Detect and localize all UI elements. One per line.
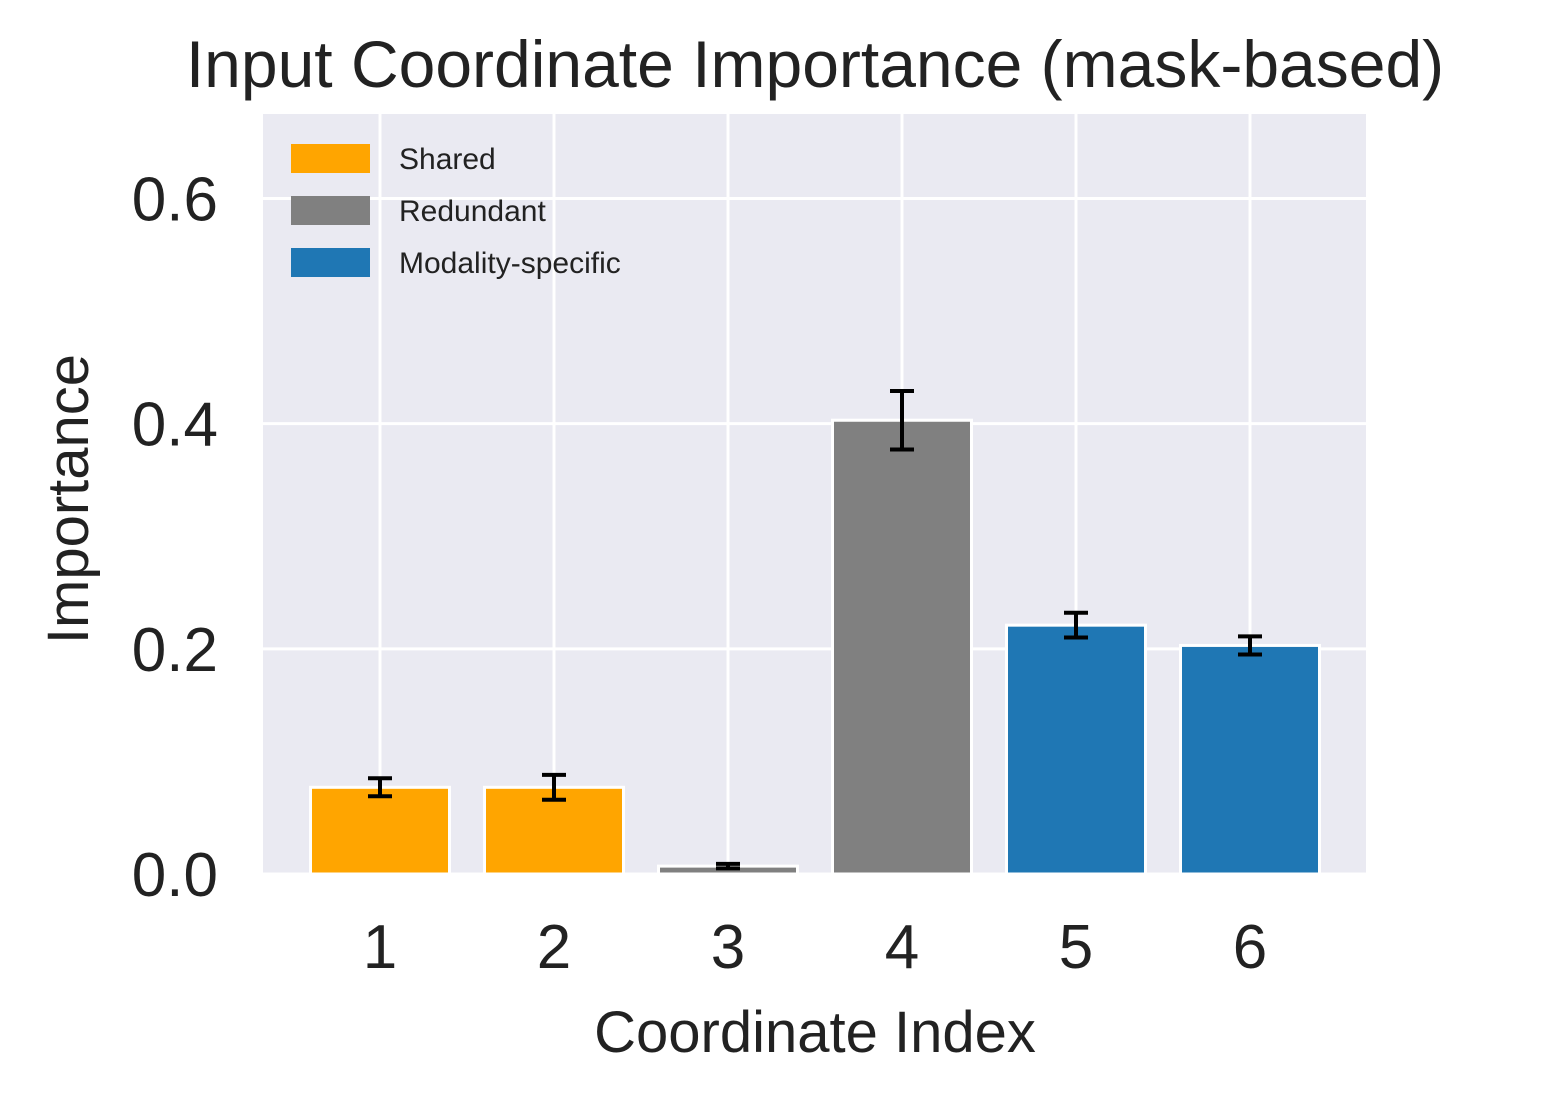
legend-swatch-1 (291, 196, 370, 225)
y-tick-label-1: 0.2 (132, 616, 218, 685)
bar-6 (1179, 643, 1321, 876)
bar-2 (483, 785, 625, 876)
legend: Shared Redundant Modality-specific (291, 143, 621, 280)
x-tick-label-3: 3 (711, 913, 745, 982)
legend-label-1: Redundant (399, 195, 546, 228)
legend-swatch-2 (291, 248, 370, 277)
legend-entry-1: Redundant (291, 195, 546, 228)
error-bar-4 (890, 388, 914, 452)
legend-label-0: Shared (399, 143, 496, 176)
legend-entry-2: Modality-specific (291, 247, 621, 280)
x-tick-labels: 1 2 3 4 5 6 (363, 913, 1267, 982)
error-bar-3 (716, 861, 740, 871)
bar-5 (1005, 623, 1147, 876)
error-bars-group (368, 388, 1262, 871)
x-axis-label: Coordinate Index (594, 1000, 1036, 1065)
x-tick-label-4: 4 (885, 913, 919, 982)
error-bar-5 (1064, 610, 1088, 640)
x-tick-label-5: 5 (1059, 913, 1093, 982)
y-tick-label-0: 0.0 (132, 841, 218, 910)
legend-label-2: Modality-specific (399, 247, 621, 280)
y-axis-label: Importance (36, 354, 101, 644)
y-tick-label-3: 0.6 (132, 165, 218, 234)
x-tick-label-6: 6 (1233, 913, 1267, 982)
y-tick-label-2: 0.4 (132, 391, 218, 460)
x-tick-label-2: 2 (537, 913, 571, 982)
chart-title: Input Coordinate Importance (mask-based) (186, 27, 1444, 101)
legend-swatch-0 (291, 144, 370, 173)
bar-4 (831, 418, 973, 876)
error-bar-6 (1238, 634, 1262, 657)
error-bar-2 (542, 772, 566, 802)
x-tick-label-1: 1 (363, 913, 397, 982)
legend-entry-0: Shared (291, 143, 496, 176)
y-tick-labels: 0.0 0.2 0.4 0.6 (132, 165, 218, 910)
error-bar-1 (368, 776, 392, 799)
bar-1 (309, 785, 451, 876)
